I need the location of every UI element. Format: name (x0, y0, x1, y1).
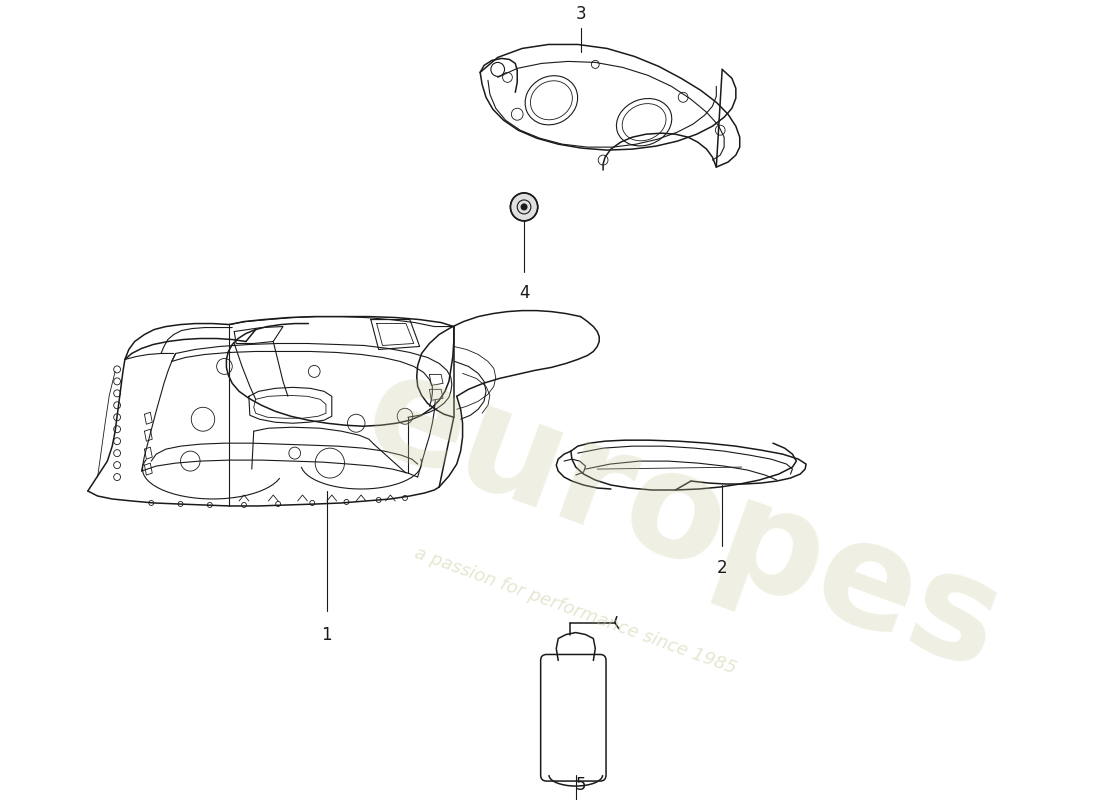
Text: a passion for performance since 1985: a passion for performance since 1985 (412, 544, 739, 678)
Text: europes: europes (346, 341, 1020, 701)
Circle shape (510, 193, 538, 221)
Text: 5: 5 (575, 776, 586, 794)
Text: 4: 4 (519, 284, 529, 302)
Text: 2: 2 (717, 558, 727, 577)
Text: 3: 3 (575, 5, 586, 22)
Circle shape (521, 204, 527, 210)
Text: 1: 1 (321, 626, 332, 643)
